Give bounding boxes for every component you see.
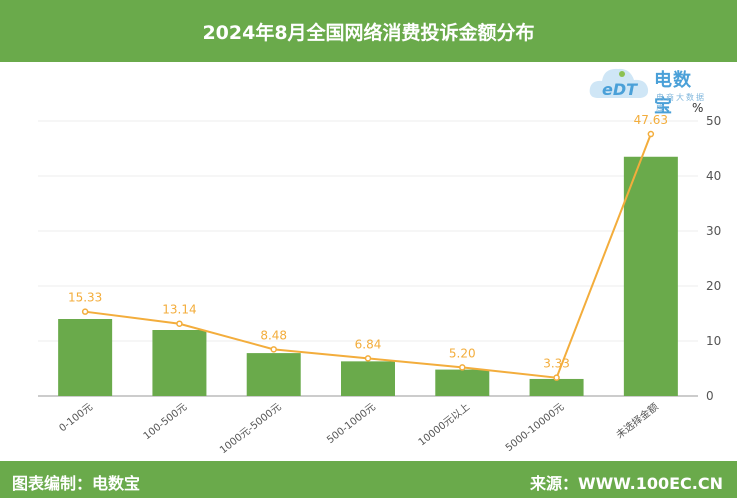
- bar: [58, 319, 113, 396]
- logo-brand: 电数宝: [654, 70, 692, 117]
- footer-banner: 图表编制：电数宝 来源：WWW.100EC.CN: [0, 461, 737, 498]
- svg-text:eDT: eDT: [602, 80, 638, 99]
- line-point: [270, 346, 277, 353]
- footer-source: 来源：WWW.100EC.CN: [529, 474, 723, 493]
- data-label: 13.14: [162, 303, 196, 317]
- line-point: [364, 355, 372, 362]
- y-tick-label: 20: [706, 279, 721, 293]
- line-point: [176, 320, 183, 327]
- bar: [529, 378, 584, 396]
- bar: [341, 361, 395, 396]
- x-tick-label: 100-500元: [142, 402, 190, 443]
- data-label: 8.48: [260, 328, 287, 342]
- y-tick-label: 40: [706, 169, 721, 183]
- x-tick-label: 未选择金额: [613, 400, 660, 441]
- footer-editor: 图表编制：电数宝: [12, 474, 141, 493]
- y-tick-label: 30: [706, 224, 721, 238]
- cloud-logo-icon: eDT: [589, 68, 649, 99]
- line-point: [553, 374, 560, 381]
- bar: [623, 156, 678, 396]
- chart-title: 2024年8月全国网络消费投诉金额分布: [202, 21, 535, 44]
- y-tick-label: 10: [706, 334, 721, 348]
- data-label: 3.33: [543, 357, 570, 371]
- bar: [435, 369, 490, 396]
- line-point: [81, 308, 89, 315]
- logo-subtitle: 电商大数据库: [656, 93, 706, 113]
- x-tick-label: 500-1000元: [325, 402, 378, 446]
- y-tick-label: 50: [706, 114, 721, 128]
- logo: eDT 电数宝 电商大数据库: [588, 60, 708, 117]
- line-point: [459, 364, 466, 371]
- data-label: 5.20: [449, 346, 476, 360]
- x-tick-label: 1000元-5000元: [218, 402, 283, 457]
- data-label: 47.63: [634, 113, 668, 127]
- y-tick-label: 0: [706, 389, 714, 403]
- x-tick-label: 0-100元: [57, 402, 95, 435]
- y-unit-label: %: [692, 101, 703, 115]
- x-tick-label: 5000-10000元: [504, 402, 567, 454]
- x-tick-label: 10000元以上: [416, 401, 472, 449]
- bar: [246, 353, 301, 396]
- bar: [152, 330, 207, 396]
- line-point: [647, 130, 655, 138]
- data-label: 6.84: [355, 337, 382, 351]
- chart-title-banner: 2024年8月全国网络消费投诉金额分布: [0, 0, 737, 62]
- data-label: 15.33: [68, 291, 102, 305]
